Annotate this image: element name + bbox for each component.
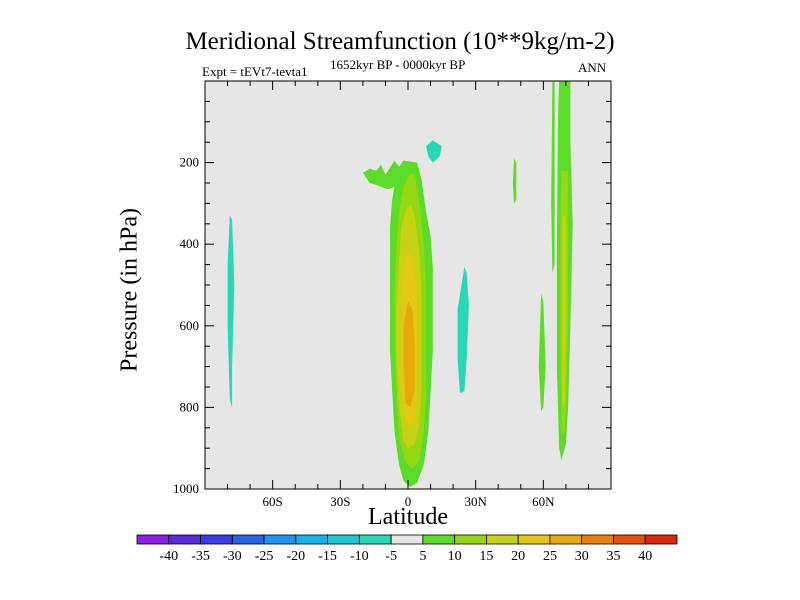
colorbar-label: -5 bbox=[385, 549, 397, 564]
colorbar-swatch bbox=[422, 534, 456, 545]
season-label: ANN bbox=[578, 60, 607, 75]
colorbar-label: -40 bbox=[159, 549, 178, 564]
x-tick-label: 0 bbox=[405, 494, 412, 509]
x-axis-label: Latitude bbox=[368, 504, 448, 530]
neg-tropic-top bbox=[426, 140, 442, 163]
neg-sh-sliver bbox=[227, 215, 235, 408]
colorbar-swatch bbox=[613, 534, 646, 545]
tropical-cell-25 bbox=[403, 301, 415, 408]
y-tick-label: 200 bbox=[180, 155, 200, 170]
y-tick-label: 800 bbox=[180, 399, 200, 414]
colorbar-label: 35 bbox=[606, 549, 620, 564]
colorbar-label: -20 bbox=[286, 549, 305, 564]
x-tick-label: 60N bbox=[532, 494, 555, 509]
y-tick-label: 400 bbox=[180, 236, 200, 251]
chart-title: Meridional Streamfunction (10**9kg/m-2) bbox=[185, 28, 615, 55]
colorbar-label: -15 bbox=[318, 549, 337, 564]
colorbar-swatch bbox=[358, 534, 392, 545]
colorbar: -40 -35 -30 -25 -20 -15 -10 -5 5 10 15 20 25 30 35 40 bbox=[136, 534, 678, 564]
colorbar-label: 20 bbox=[511, 549, 525, 564]
colorbar-swatch bbox=[327, 534, 360, 545]
colorbar-label: 15 bbox=[479, 549, 493, 564]
contour-features bbox=[227, 81, 573, 487]
colorbar-label: -30 bbox=[223, 549, 242, 564]
colorbar-label: -10 bbox=[350, 549, 369, 564]
colorbar-label: 40 bbox=[638, 549, 652, 564]
colorbar-label: 10 bbox=[448, 549, 462, 564]
high-lat-column-15 bbox=[562, 215, 566, 408]
axis-ticks: 60S 30S 0 30N 60N 200 400 600 800 1000 bbox=[173, 80, 612, 509]
neg-nh-sliver bbox=[457, 266, 469, 394]
colorbar-swatch bbox=[549, 534, 583, 545]
colorbar-swatch bbox=[486, 534, 519, 545]
experiment-label: Expt = tEVt7-tevta1 bbox=[202, 64, 308, 79]
colorbar-swatch bbox=[136, 534, 170, 545]
colorbar-label: 30 bbox=[575, 549, 589, 564]
x-tick-label: 30N bbox=[464, 494, 487, 509]
colorbar-label: -35 bbox=[191, 549, 210, 564]
colorbar-swatch bbox=[644, 534, 678, 545]
y-tick-label: 600 bbox=[180, 318, 200, 333]
colorbar-swatch bbox=[168, 534, 201, 545]
colorbar-swatch bbox=[517, 534, 551, 545]
colorbar-swatch bbox=[581, 534, 614, 545]
x-tick-label: 60S bbox=[263, 494, 283, 509]
pos-64n-thin bbox=[551, 81, 555, 273]
colorbar-label: 5 bbox=[419, 549, 426, 564]
colorbar-swatch bbox=[263, 534, 297, 545]
colorbar-label: -25 bbox=[255, 549, 274, 564]
colorbar-swatch bbox=[454, 534, 487, 545]
time-range-label: 1652kyr BP - 0000kyr BP bbox=[330, 57, 466, 72]
x-tick-label: 30S bbox=[330, 494, 350, 509]
colorbar-swatch bbox=[390, 534, 424, 545]
pos-45n-streak bbox=[512, 158, 517, 204]
colorbar-swatch bbox=[295, 534, 328, 545]
pos-60n-sliver bbox=[538, 293, 546, 412]
colorbar-swatch bbox=[200, 534, 233, 545]
colorbar-label: 25 bbox=[543, 549, 557, 564]
colorbar-swatch bbox=[231, 534, 265, 545]
y-axis-label: Pressure (in hPa) bbox=[116, 208, 143, 372]
y-tick-label: 1000 bbox=[173, 481, 199, 496]
